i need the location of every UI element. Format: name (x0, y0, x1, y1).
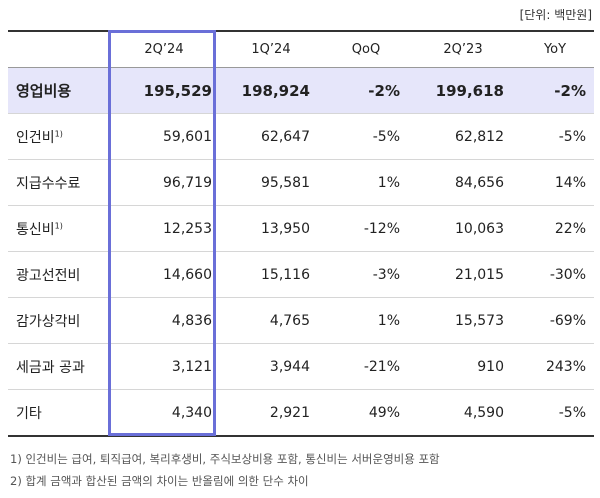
row-label-text: 영업비용 (16, 82, 72, 100)
header-cell-2q23: 2Q’23 (443, 42, 483, 57)
value-cell: 910 (477, 358, 504, 375)
value-cell: -5% (558, 128, 586, 145)
value-cell: 84,656 (455, 174, 504, 191)
value-cell: 1% (377, 174, 400, 191)
footnote-marker: 1) (54, 220, 63, 230)
value-cell: 14% (554, 174, 586, 191)
value-cell: 62,647 (261, 128, 310, 145)
value-cell: 4,340 (171, 404, 212, 421)
total-row: 영업비용 195,529 198,924 -2% 199,618 -2% (8, 68, 594, 114)
value-cell: -2% (554, 81, 586, 100)
value-cell: 62,812 (455, 128, 504, 145)
header-row: 2Q’24 1Q’24 QoQ 2Q’23 YoY (8, 32, 594, 68)
header-cell-2q24: 2Q’24 (144, 42, 184, 57)
value-cell: 15,116 (261, 266, 310, 283)
table-row: 감가상각비 4,836 4,765 1% 15,573 -69% (8, 298, 594, 344)
value-cell: 1% (377, 312, 400, 329)
row-label-text: 인건비 (16, 129, 55, 146)
value-cell: 96,719 (163, 174, 212, 191)
row-label-text: 감가상각비 (16, 313, 81, 330)
value-cell: -21% (363, 358, 400, 375)
value-cell: 49% (368, 404, 400, 421)
value-cell: 95,581 (261, 174, 310, 191)
value-cell: 2,921 (269, 404, 310, 421)
value-cell: -69% (549, 312, 586, 329)
value-cell: 14,660 (163, 266, 212, 283)
value-cell: -5% (372, 128, 400, 145)
row-label: 지급수수료 (8, 173, 108, 193)
header-cell-1q24: 1Q’24 (251, 42, 291, 57)
value-cell: 243% (545, 358, 586, 375)
header-cell-qoq: QoQ (351, 42, 381, 57)
row-label-text: 지급수수료 (16, 175, 81, 192)
footnote-2: 2) 합계 금액과 합산된 금액의 차이는 반올림에 의한 단수 차이 (10, 474, 309, 488)
value-cell: -5% (558, 404, 586, 421)
value-cell: -3% (372, 266, 400, 283)
header-cell-yoy: YoY (543, 42, 567, 57)
value-cell: 4,836 (171, 312, 212, 329)
value-cell: -30% (549, 266, 586, 283)
row-label: 세금과 공과 (8, 357, 108, 377)
value-cell: 4,765 (269, 312, 310, 329)
row-label: 광고선전비 (8, 265, 108, 285)
table-row: 기타 4,340 2,921 49% 4,590 -5% (8, 390, 594, 435)
footnote-1: 1) 인건비는 급여, 퇴직급여, 복리후생비, 주식보상비용 포함, 통신비는… (10, 452, 440, 466)
value-cell: 10,063 (455, 220, 504, 237)
table-row: 광고선전비 14,660 15,116 -3% 21,015 -30% (8, 252, 594, 298)
value-cell: -2% (368, 81, 400, 100)
row-label: 영업비용 (8, 80, 108, 101)
row-label: 통신비1) (8, 219, 108, 239)
row-label-text: 기타 (16, 405, 42, 422)
expense-table: 2Q’24 1Q’24 QoQ 2Q’23 YoY 영업비용 195,529 198… (8, 30, 594, 437)
table-row: 지급수수료 96,719 95,581 1% 84,656 14% (8, 160, 594, 206)
value-cell: 15,573 (455, 312, 504, 329)
value-cell: 13,950 (261, 220, 310, 237)
value-cell: 195,529 (143, 81, 212, 100)
value-cell: 3,121 (171, 358, 212, 375)
footnotes: 1) 인건비는 급여, 퇴직급여, 복리후생비, 주식보상비용 포함, 통신비는… (10, 448, 440, 492)
row-label: 기타 (8, 403, 108, 423)
table-row: 세금과 공과 3,121 3,944 -21% 910 243% (8, 344, 594, 390)
value-cell: 59,601 (163, 128, 212, 145)
value-cell: 12,253 (163, 220, 212, 237)
footnote-marker: 1) (54, 128, 63, 138)
row-label-text: 세금과 공과 (16, 359, 85, 376)
unit-label: [단위: 백만원] (519, 8, 592, 22)
value-cell: -12% (363, 220, 400, 237)
value-cell: 3,944 (269, 358, 310, 375)
value-cell: 22% (554, 220, 586, 237)
row-label: 감가상각비 (8, 311, 108, 331)
value-cell: 4,590 (463, 404, 504, 421)
row-label-text: 광고선전비 (16, 267, 81, 284)
value-cell: 198,924 (241, 81, 310, 100)
table-row: 인건비1) 59,601 62,647 -5% 62,812 -5% (8, 114, 594, 160)
row-label: 인건비1) (8, 127, 108, 147)
value-cell: 21,015 (455, 266, 504, 283)
value-cell: 199,618 (435, 81, 504, 100)
row-label-text: 통신비 (16, 221, 55, 238)
table-row: 통신비1) 12,253 13,950 -12% 10,063 22% (8, 206, 594, 252)
